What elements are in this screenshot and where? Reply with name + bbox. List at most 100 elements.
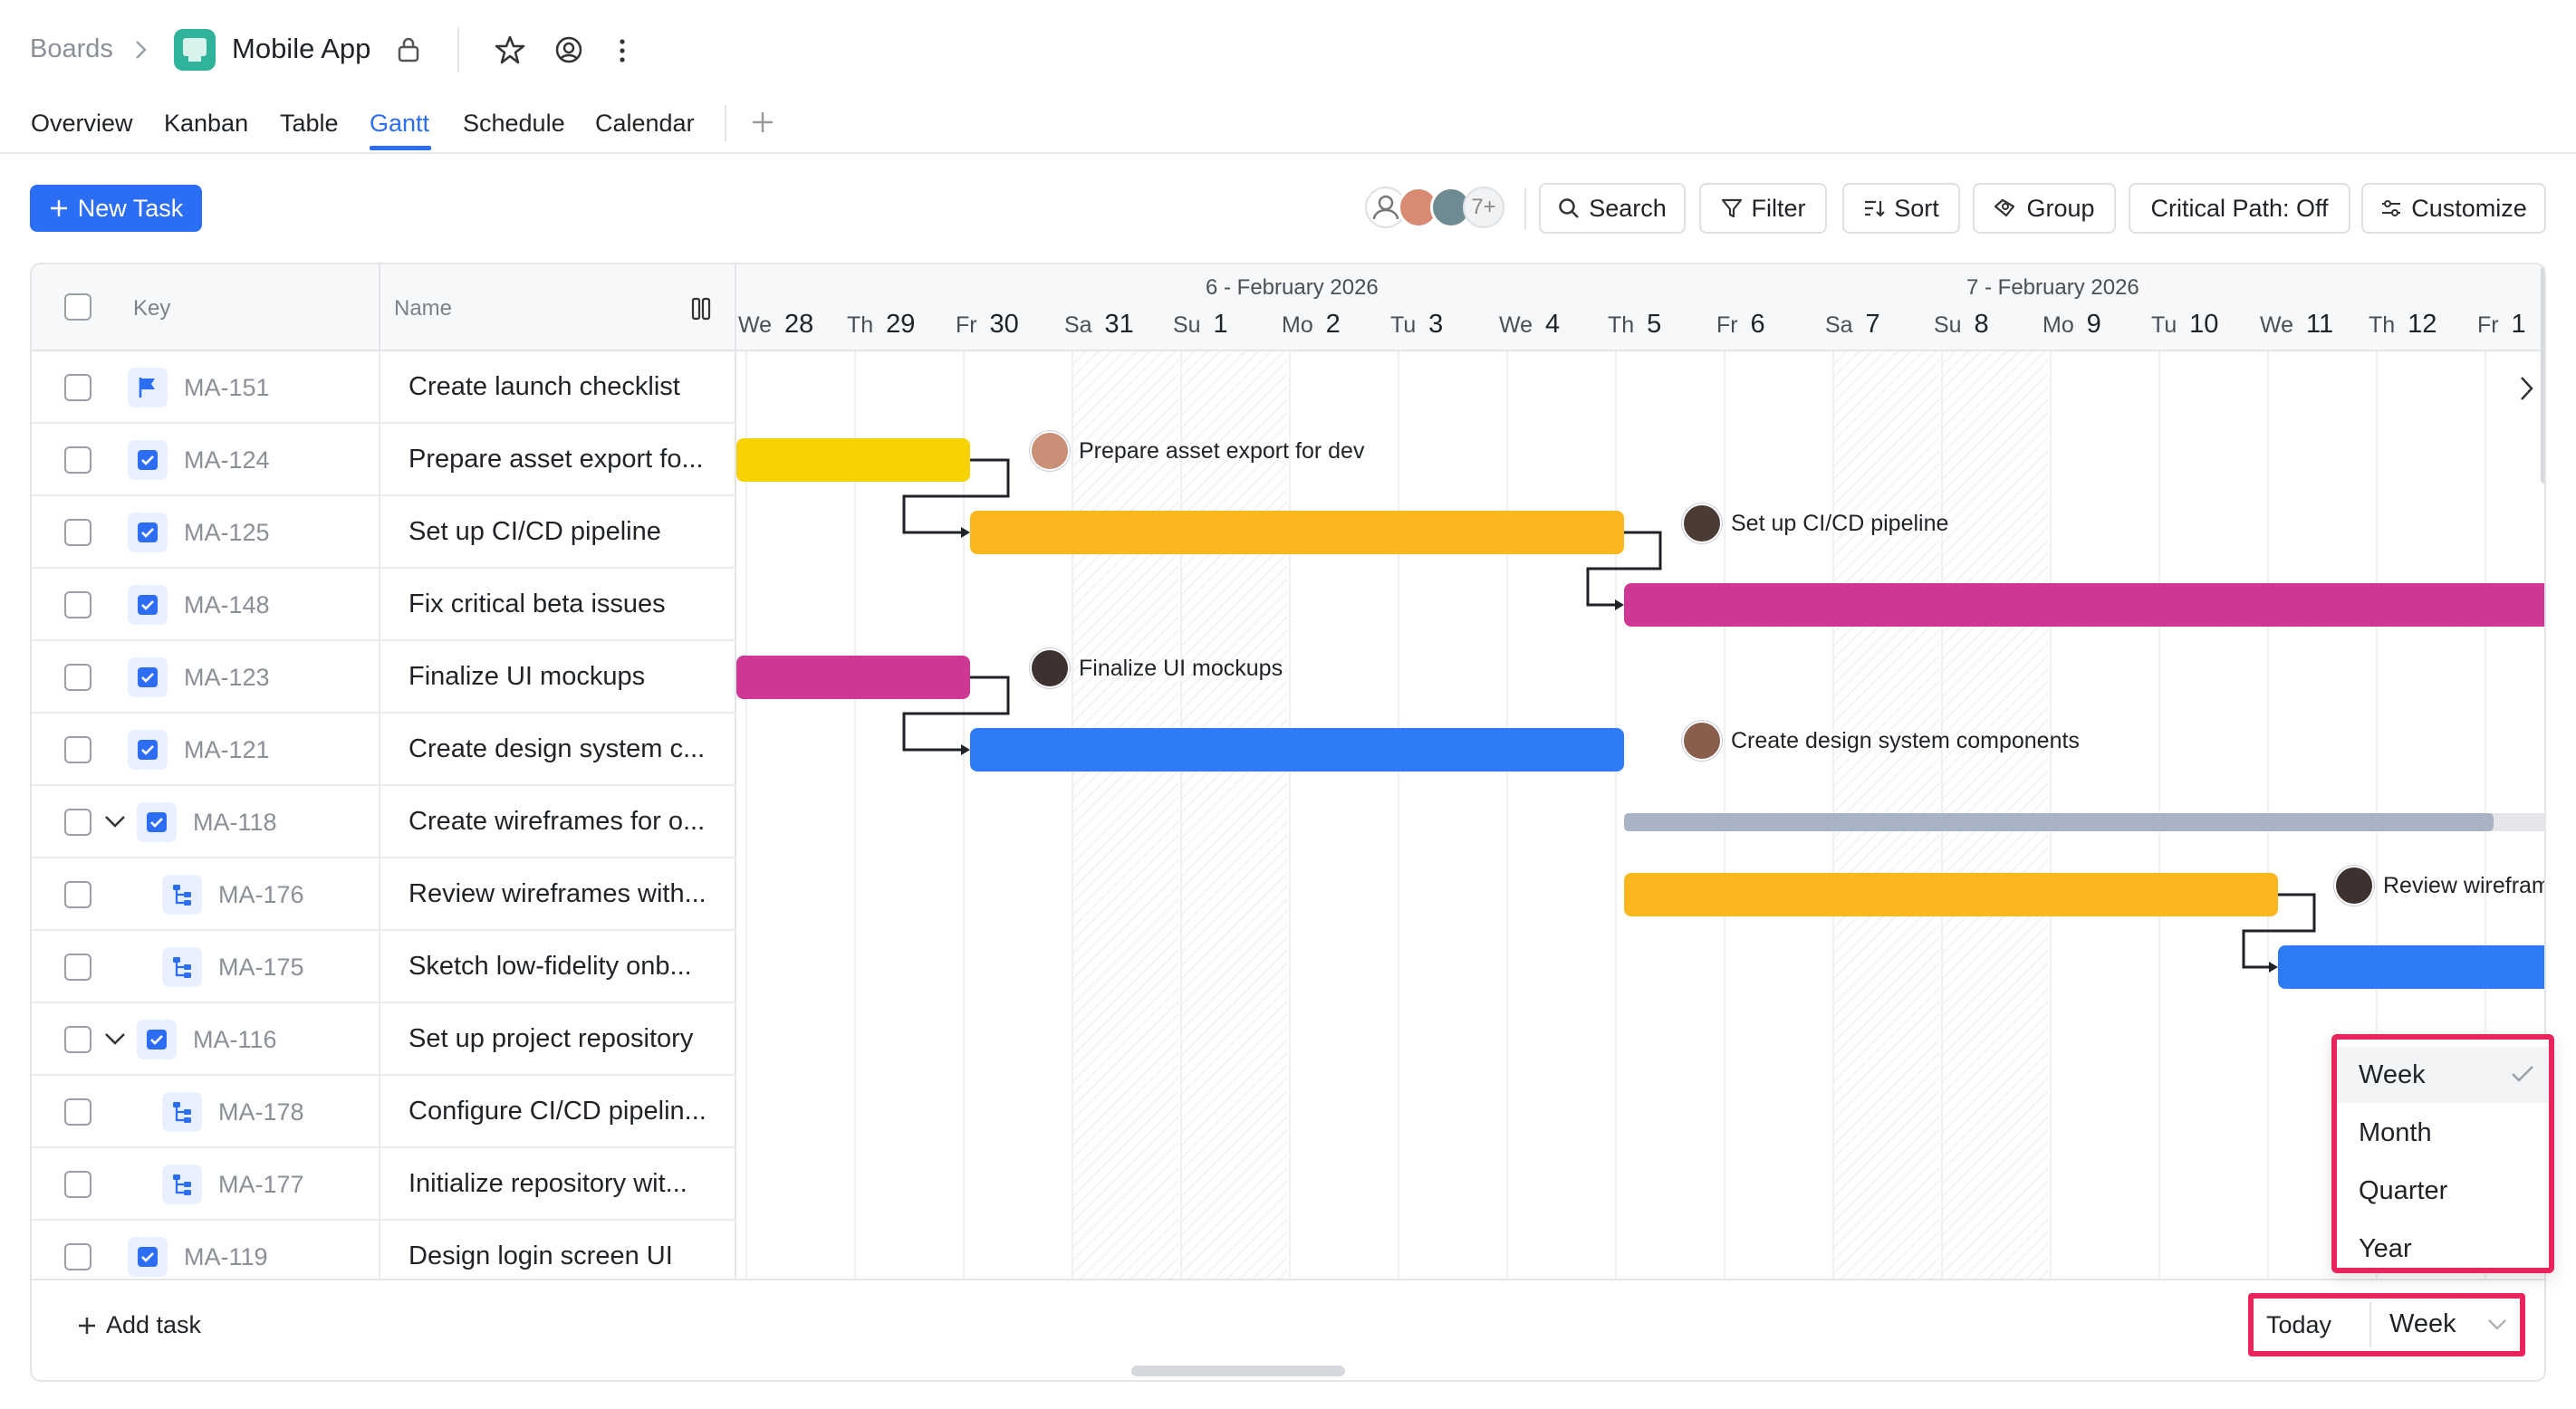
assignee-avatar	[1682, 503, 1722, 543]
gantt-bar-ma-125[interactable]	[970, 511, 1624, 554]
watch-icon[interactable]	[553, 34, 584, 65]
day-gridline	[854, 351, 856, 1279]
task-key[interactable]: MA-151	[184, 374, 270, 401]
column-header-name[interactable]: Name	[394, 296, 453, 321]
row-checkbox[interactable]	[64, 519, 91, 546]
gantt-bar-ma-121[interactable]	[970, 728, 1624, 772]
table-row[interactable]: MA-148 Fix critical beta issues	[32, 569, 736, 641]
task-name[interactable]: Set up CI/CD pipeline	[409, 517, 661, 546]
row-checkbox[interactable]	[64, 881, 91, 908]
customize-button[interactable]: Customize	[2361, 183, 2546, 234]
row-checkbox[interactable]	[64, 446, 91, 474]
task-key[interactable]: MA-124	[184, 446, 270, 474]
scale-select[interactable]: Week	[2371, 1299, 2520, 1351]
task-name[interactable]: Create launch checklist	[409, 372, 680, 401]
table-row[interactable]: MA-124 Prepare asset export fo...	[32, 424, 736, 496]
add-task-button[interactable]: Add task	[77, 1311, 201, 1339]
new-task-button[interactable]: New Task	[30, 185, 202, 232]
tab-overview[interactable]: Overview	[31, 110, 133, 137]
table-row[interactable]: MA-118 Create wireframes for o...	[32, 786, 736, 858]
table-row[interactable]: MA-175 Sketch low-fidelity onb...	[32, 931, 736, 1003]
search-button[interactable]: Search	[1539, 183, 1686, 234]
task-name[interactable]: Sketch low-fidelity onb...	[409, 952, 692, 981]
task-key[interactable]: MA-175	[218, 954, 304, 981]
chevron-down-icon[interactable]	[104, 1032, 126, 1047]
task-name[interactable]: Configure CI/CD pipelin...	[409, 1097, 706, 1126]
critical-path-button[interactable]: Critical Path: Off	[2129, 183, 2350, 234]
tab-schedule[interactable]: Schedule	[463, 110, 565, 137]
table-row[interactable]: MA-121 Create design system c...	[32, 714, 736, 786]
task-key[interactable]: MA-148	[184, 591, 270, 618]
chevron-right-icon[interactable]	[2519, 375, 2535, 402]
table-row[interactable]: MA-123 Finalize UI mockups	[32, 641, 736, 714]
task-name[interactable]: Review wireframes with...	[409, 879, 706, 908]
task-key[interactable]: MA-125	[184, 519, 270, 546]
row-checkbox[interactable]	[64, 809, 91, 836]
column-toggle-icon[interactable]	[691, 297, 711, 321]
tab-gantt[interactable]: Gantt	[370, 110, 430, 137]
task-key[interactable]: MA-177	[218, 1171, 304, 1198]
task-key[interactable]: MA-176	[218, 881, 304, 908]
task-key[interactable]: MA-119	[184, 1243, 268, 1270]
horizontal-scrollbar[interactable]	[1131, 1366, 1345, 1376]
group-button[interactable]: Group	[1973, 183, 2116, 234]
task-key[interactable]: MA-123	[184, 664, 270, 691]
row-checkbox[interactable]	[64, 1243, 91, 1270]
gantt-summary-bar-ma-118[interactable]	[1624, 813, 2494, 831]
table-row[interactable]: MA-116 Set up project repository	[32, 1003, 736, 1076]
table-row[interactable]: MA-125 Set up CI/CD pipeline	[32, 496, 736, 569]
task-name[interactable]: Finalize UI mockups	[409, 662, 646, 691]
gantt-bar-ma-148[interactable]	[1624, 583, 2544, 627]
task-name[interactable]: Initialize repository wit...	[409, 1169, 687, 1198]
gantt-bar-ma-175[interactable]	[2278, 945, 2544, 989]
task-name[interactable]: Create design system c...	[409, 734, 706, 763]
row-checkbox[interactable]	[64, 591, 91, 618]
table-row[interactable]: MA-177 Initialize repository wit...	[32, 1148, 736, 1221]
menu-item-month[interactable]: Month	[2337, 1105, 2549, 1161]
table-row[interactable]: MA-151 Create launch checklist	[32, 351, 736, 424]
row-checkbox[interactable]	[64, 664, 91, 691]
vertical-scrollbar[interactable]	[2541, 266, 2544, 484]
table-row[interactable]: MA-176 Review wireframes with...	[32, 858, 736, 931]
column-header-key[interactable]: Key	[133, 296, 171, 321]
row-checkbox[interactable]	[64, 954, 91, 981]
row-checkbox[interactable]	[64, 1098, 91, 1126]
tab-table[interactable]: Table	[280, 110, 339, 137]
gantt-bar-ma-123[interactable]	[736, 656, 970, 699]
gantt-bar-ma-176[interactable]	[1624, 873, 2278, 916]
task-key[interactable]: MA-118	[193, 809, 277, 836]
chevron-down-icon[interactable]	[104, 815, 126, 829]
divider	[1524, 188, 1526, 230]
today-button[interactable]: Today	[2266, 1311, 2332, 1338]
menu-item-year[interactable]: Year	[2337, 1221, 2549, 1277]
table-row[interactable]: MA-178 Configure CI/CD pipelin...	[32, 1076, 736, 1148]
row-checkbox[interactable]	[64, 1026, 91, 1053]
add-tab-icon[interactable]	[751, 110, 774, 134]
tab-calendar[interactable]: Calendar	[595, 110, 695, 137]
task-name[interactable]: Prepare asset export fo...	[409, 445, 704, 474]
breadcrumb-boards[interactable]: Boards	[30, 34, 113, 63]
menu-item-week[interactable]: Week	[2337, 1047, 2549, 1103]
task-name[interactable]: Fix critical beta issues	[409, 589, 666, 618]
row-checkbox[interactable]	[64, 374, 91, 401]
sliders-icon	[2382, 200, 2401, 216]
task-name[interactable]: Create wireframes for o...	[409, 807, 706, 836]
row-checkbox[interactable]	[64, 1171, 91, 1198]
filter-button[interactable]: Filter	[1699, 183, 1827, 234]
task-key[interactable]: MA-121	[184, 736, 270, 763]
task-checkbox-icon	[128, 513, 168, 552]
row-checkbox[interactable]	[64, 736, 91, 763]
task-name[interactable]: Set up project repository	[409, 1024, 694, 1053]
task-key[interactable]: MA-116	[193, 1026, 277, 1053]
gantt-bar-ma-124[interactable]	[736, 438, 970, 482]
day-label: Tu 10	[2151, 310, 2219, 339]
lock-icon[interactable]	[396, 36, 421, 63]
menu-item-quarter[interactable]: Quarter	[2337, 1163, 2549, 1219]
star-icon[interactable]	[495, 34, 525, 65]
task-name[interactable]: Design login screen UI	[409, 1241, 673, 1270]
more-vertical-icon[interactable]	[618, 38, 627, 63]
sort-button[interactable]: Sort	[1842, 183, 1960, 234]
select-all-checkbox[interactable]	[64, 293, 91, 321]
tab-kanban[interactable]: Kanban	[164, 110, 249, 137]
task-key[interactable]: MA-178	[218, 1098, 304, 1126]
